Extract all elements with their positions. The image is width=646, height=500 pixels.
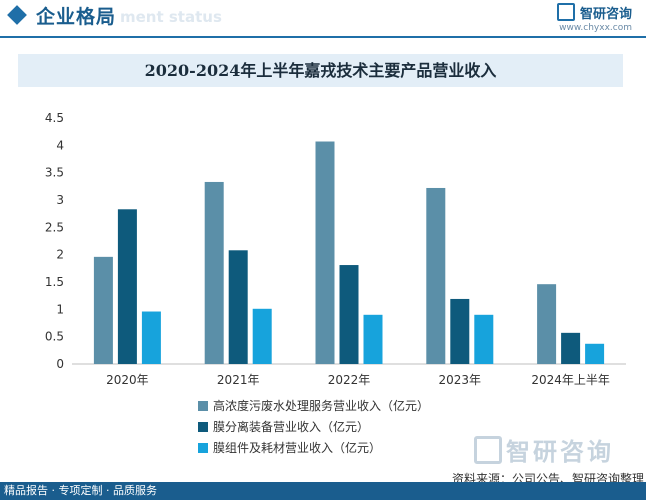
x-tick-label: 2020年	[106, 373, 149, 387]
watermark-logo-icon	[474, 436, 502, 464]
legend-swatch	[198, 421, 208, 432]
bar-3	[252, 308, 272, 364]
y-tick-label: 4.5	[45, 111, 64, 125]
y-tick-label: 2.5	[45, 220, 64, 234]
chart-title: 2020-2024年上半年嘉戎技术主要产品营业收入	[18, 54, 623, 87]
header-background-text: ment status	[120, 8, 222, 26]
y-tick-label: 1.5	[45, 275, 64, 289]
legend-label: 膜分离装备营业收入（亿元）	[213, 420, 370, 434]
bar-1	[93, 256, 113, 364]
legend-label: 膜组件及耗材营业收入（亿元）	[213, 441, 382, 455]
x-tick-label: 2024年上半年	[531, 373, 610, 387]
brand-url: www.chyxx.com	[559, 23, 632, 33]
bar-1	[204, 181, 224, 364]
y-tick-label: 3.5	[45, 166, 64, 180]
x-tick-label: 2021年	[217, 373, 260, 387]
footer-bar: 精品报告 · 专项定制 · 品质服务	[0, 482, 646, 500]
legend-item: 膜组件及耗材营业收入（亿元）	[198, 437, 429, 458]
y-tick-label: 3	[56, 193, 64, 207]
bar-3	[363, 314, 383, 364]
brand-name: 智研咨询	[579, 7, 632, 22]
watermark-text: 智研咨询	[506, 438, 614, 466]
bar-2	[117, 209, 137, 364]
y-tick-label: 2	[56, 248, 64, 262]
y-tick-label: 0	[56, 357, 64, 371]
legend-swatch	[198, 442, 208, 453]
legend-item: 膜分离装备营业收入（亿元）	[198, 416, 429, 437]
bar-1	[537, 284, 557, 364]
page-header: ment status 企业格局 智研咨询 www.chyxx.com	[0, 0, 646, 36]
brand: 智研咨询 www.chyxx.com	[556, 2, 632, 33]
x-tick-label: 2022年	[328, 373, 371, 387]
bar-2	[339, 265, 359, 364]
bar-3	[585, 343, 605, 364]
brand-logo-icon	[556, 2, 575, 21]
legend-item: 高浓度污废水处理服务营业收入（亿元）	[198, 395, 429, 416]
y-tick-label: 0.5	[45, 330, 64, 344]
header-divider	[0, 36, 646, 38]
y-tick-label: 1	[56, 302, 64, 316]
chart-legend: 高浓度污废水处理服务营业收入（亿元） 膜分离装备营业收入（亿元） 膜组件及耗材营业收…	[198, 395, 429, 458]
section-title: 企业格局	[36, 6, 117, 28]
bar-2	[561, 332, 581, 364]
bar-2	[450, 298, 470, 364]
footer-text: 精品报告 · 专项定制 · 品质服务	[4, 484, 157, 497]
bar-3	[141, 311, 161, 364]
legend-swatch	[198, 400, 208, 411]
x-tick-label: 2023年	[439, 373, 482, 387]
y-tick-label: 4	[56, 138, 64, 152]
bar-2	[228, 250, 248, 364]
bar-3	[474, 314, 494, 364]
bar-1	[315, 141, 335, 364]
legend-label: 高浓度污废水处理服务营业收入（亿元）	[213, 399, 430, 413]
bar-1	[426, 187, 446, 364]
